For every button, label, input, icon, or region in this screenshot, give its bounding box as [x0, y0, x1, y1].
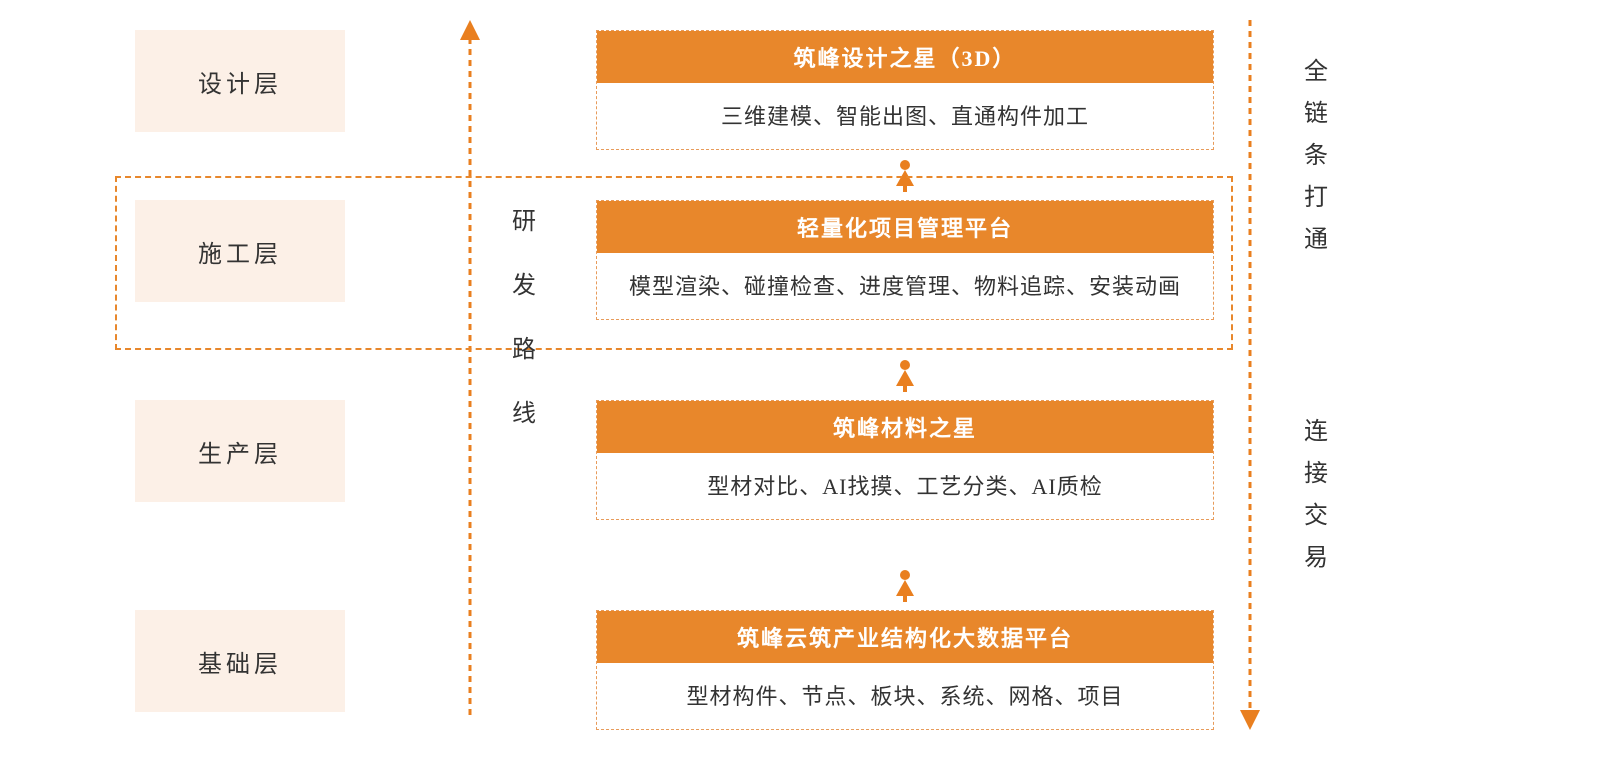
card-header: 筑峰设计之星（3D） — [597, 31, 1213, 83]
rd-route-char: 研 — [512, 210, 536, 234]
side-label-bottom-char: 易 — [1304, 546, 1328, 570]
layer-label: 设计层 — [135, 30, 345, 132]
card-body: 型材构件、节点、板块、系统、网格、项目 — [597, 663, 1213, 729]
rd-up-arrow-icon — [450, 20, 490, 730]
side-label-top: 全链条打通 — [1304, 60, 1328, 270]
highlight-box — [115, 176, 1233, 350]
rd-route-label: 研发路线 — [512, 210, 536, 466]
layer-card: 筑峰设计之星（3D）三维建模、智能出图、直通构件加工 — [596, 30, 1214, 150]
layer-label: 基础层 — [135, 610, 345, 712]
up-person-icon — [895, 570, 915, 600]
side-label-bottom-char: 交 — [1304, 504, 1328, 528]
side-label-top-char: 打 — [1304, 186, 1328, 210]
card-body: 三维建模、智能出图、直通构件加工 — [597, 83, 1213, 149]
card-header: 筑峰材料之星 — [597, 401, 1213, 453]
side-label-top-char: 全 — [1304, 60, 1328, 84]
side-label-top-char: 条 — [1304, 144, 1328, 168]
layer-card: 筑峰材料之星型材对比、AI找摸、工艺分类、AI质检 — [596, 400, 1214, 520]
side-label-top-char: 链 — [1304, 102, 1328, 126]
rd-route-char: 线 — [512, 402, 536, 426]
layer-card: 筑峰云筑产业结构化大数据平台型材构件、节点、板块、系统、网格、项目 — [596, 610, 1214, 730]
side-label-bottom-char: 接 — [1304, 462, 1328, 486]
card-header: 筑峰云筑产业结构化大数据平台 — [597, 611, 1213, 663]
side-down-arrow-icon — [1230, 20, 1270, 730]
up-person-icon — [895, 360, 915, 390]
rd-route-char: 发 — [512, 274, 536, 298]
side-label-bottom: 连接交易 — [1304, 420, 1328, 588]
card-body: 型材对比、AI找摸、工艺分类、AI质检 — [597, 453, 1213, 519]
layer-label: 生产层 — [135, 400, 345, 502]
side-label-top-char: 通 — [1304, 228, 1328, 252]
rd-route-char: 路 — [512, 338, 536, 362]
side-label-bottom-char: 连 — [1304, 420, 1328, 444]
